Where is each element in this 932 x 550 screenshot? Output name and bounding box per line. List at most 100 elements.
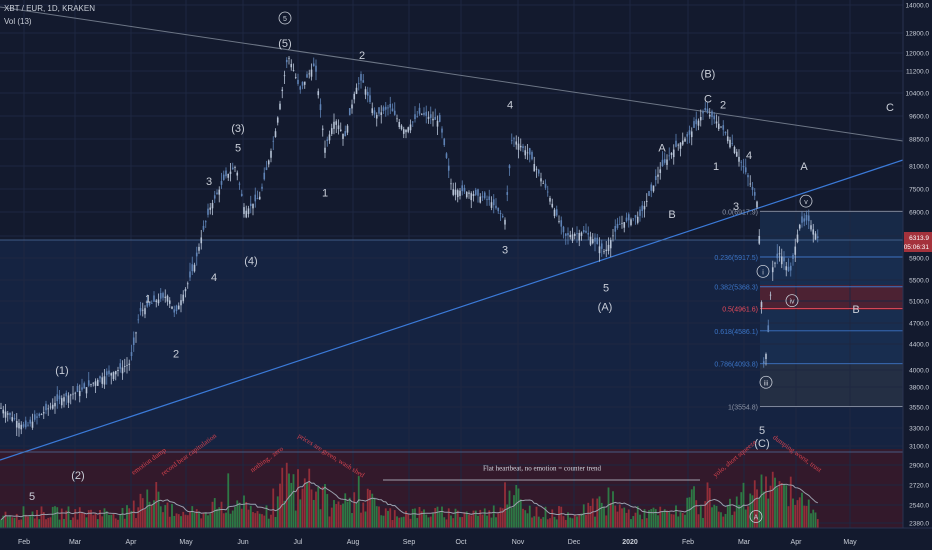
volume-bar [20,519,23,528]
candle-body [76,386,79,392]
candle-body [326,139,329,141]
candle-body [130,352,133,356]
candle-body [792,254,794,259]
volume-bar [614,505,617,528]
volume-bar [29,515,32,528]
candle-body [110,373,113,376]
volume-bar [537,516,540,528]
volume-bar [297,469,299,528]
volume-bar [382,515,385,528]
candle-body [330,128,333,134]
candle-body [299,86,302,90]
candle-body [735,151,738,157]
candle-body [209,207,212,210]
volume-bar [544,506,547,528]
candle-body [159,292,162,299]
candle-body [569,234,572,238]
candle-body [688,130,691,135]
time-tick-label: Apr [791,539,803,546]
volume-bar [528,505,531,528]
volume-bar [618,504,621,528]
candle-body [486,198,488,200]
candle-body [317,91,320,96]
volume-bar [353,492,356,528]
candle-body [396,118,398,120]
volume-bar [549,518,551,528]
time-tick-label: May [179,539,193,546]
candle-body [675,140,677,147]
volume-bar [594,516,596,528]
candle-body [513,138,515,140]
volume-bar [711,507,713,528]
volume-bar [807,499,810,528]
volume-bar [630,519,632,528]
candle-body [798,224,801,229]
candle-body [762,361,765,364]
volume-bar [792,498,794,528]
volume-bar [47,517,50,528]
candle-body [756,201,758,208]
fib-label: 1(3554.8) [728,405,758,412]
volume-bar [513,495,515,528]
volume-bar [607,487,610,528]
price-tick-label: 2900.0 [909,463,929,470]
volume-bar [517,488,520,528]
candle-body [472,194,475,197]
volume-bar [609,502,612,528]
candle-body [643,205,646,210]
candle-body [679,142,682,149]
price-tick-label: 5500.0 [909,278,929,285]
candle-body [497,207,500,212]
candle-body [758,235,761,244]
candle-body [760,302,763,308]
price-tick-label: 7500.0 [909,187,929,194]
volume-bar [270,514,272,528]
candle-body [578,233,581,241]
candle-body [164,296,167,298]
candle-body [49,406,52,408]
wave-label-circle [749,510,763,523]
wave-label: 3 [733,201,739,213]
candle-body [288,57,290,59]
volume-bar [301,488,304,528]
volume-bar [423,509,425,528]
volume-bar [101,516,104,528]
candle-body [382,107,385,111]
candle-body [195,252,198,257]
volume-bar [144,509,146,528]
candle-body [153,295,155,302]
candle-body [29,419,32,424]
candle-body [785,266,788,271]
volume-bar [747,506,749,528]
volume-bar [150,505,153,528]
wave-label: A [800,161,808,173]
volume-bar [375,506,378,528]
volume-bar [189,512,191,528]
candle-body [252,203,254,209]
wave-label: 4 [507,99,513,111]
candle-body [632,218,635,220]
candle-body [272,140,275,142]
candle-body [816,236,819,239]
volume-bar [402,516,405,528]
wave-label-circle [785,294,799,308]
candle-body [274,131,277,138]
time-tick-label: Sep [403,539,416,546]
wave-label: 4 [211,272,217,284]
candle-body [366,91,369,96]
time-tick-label: Mar [738,539,751,546]
wave-label: 1 [322,188,328,200]
volume-bar [616,511,619,528]
volume-bar [666,510,668,528]
volume-bar [218,507,221,528]
candle-body [353,93,356,100]
volume-bar [105,511,108,528]
candle-body [715,121,718,124]
candle-body [427,116,430,119]
volume-bar [738,504,740,528]
fib-label: 0.618(4586.1) [714,329,758,336]
candle-body [429,114,432,118]
price-tick-label: 2540.0 [909,503,929,510]
time-tick-label: Dec [568,539,581,546]
